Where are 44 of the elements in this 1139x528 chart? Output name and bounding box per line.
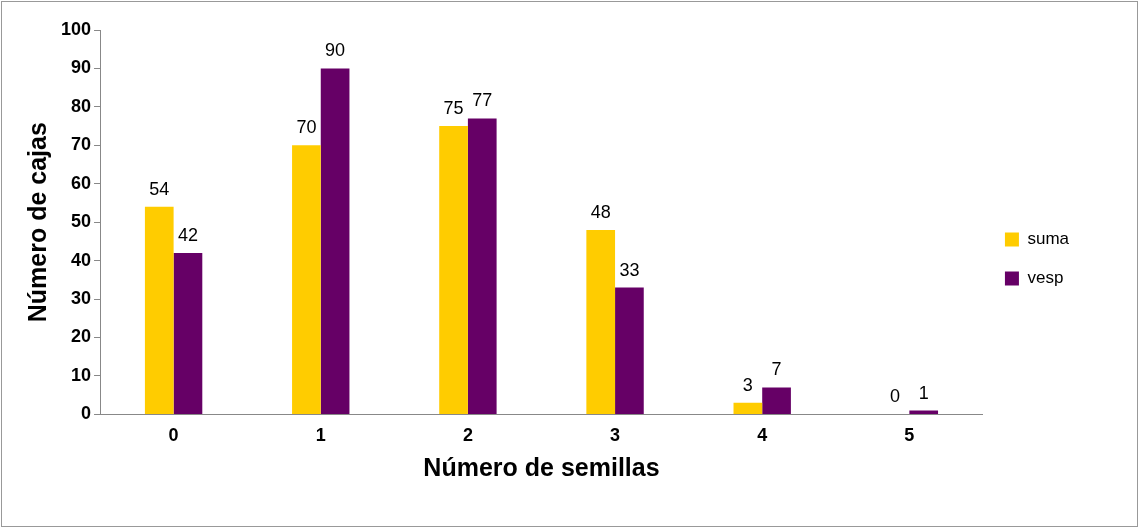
y-tick-label: 60	[71, 172, 92, 193]
y-tick-label: 70	[71, 134, 92, 155]
data-label: 0	[890, 386, 901, 407]
bar	[909, 410, 939, 414]
data-label: 48	[590, 201, 611, 222]
data-label: 77	[472, 90, 493, 111]
y-tick-label: 50	[71, 211, 92, 232]
x-axis-title: Número de semillas	[423, 452, 660, 481]
data-label: 42	[177, 224, 198, 245]
bar	[439, 126, 468, 414]
bar	[586, 229, 616, 414]
data-label: 33	[619, 259, 640, 280]
bar	[320, 68, 350, 414]
bar	[292, 145, 321, 414]
legend-label: vesp	[1027, 268, 1064, 288]
x-tick-label: 4	[757, 425, 768, 446]
x-tick-label: 2	[462, 425, 473, 446]
data-label: 3	[742, 374, 753, 395]
y-axis-title: Número de cajas	[22, 122, 51, 323]
y-tick-label: 10	[71, 364, 92, 385]
y-tick-label: 100	[60, 18, 92, 39]
x-tick-label: 3	[610, 425, 621, 446]
bar	[144, 206, 174, 414]
x-tick-label: 0	[168, 425, 179, 446]
bar	[467, 118, 497, 414]
data-label: 1	[918, 382, 929, 403]
y-tick-label: 90	[71, 57, 92, 78]
y-tick-label: 20	[71, 326, 92, 347]
data-label: 54	[149, 178, 170, 199]
legend-label: suma	[1027, 229, 1070, 249]
x-tick-label: 5	[904, 425, 915, 446]
y-tick-label: 30	[71, 288, 92, 309]
y-tick-label: 40	[71, 249, 92, 270]
bar	[173, 252, 203, 414]
bar	[762, 387, 791, 414]
bar	[733, 402, 763, 414]
data-label: 7	[771, 359, 782, 380]
y-tick-label: 80	[71, 95, 92, 116]
y-tick-label: 0	[81, 403, 92, 424]
bar	[615, 287, 644, 414]
data-label: 70	[296, 117, 317, 138]
x-tick-label: 1	[315, 425, 326, 446]
data-label: 75	[443, 98, 464, 119]
data-label: 90	[325, 40, 346, 61]
